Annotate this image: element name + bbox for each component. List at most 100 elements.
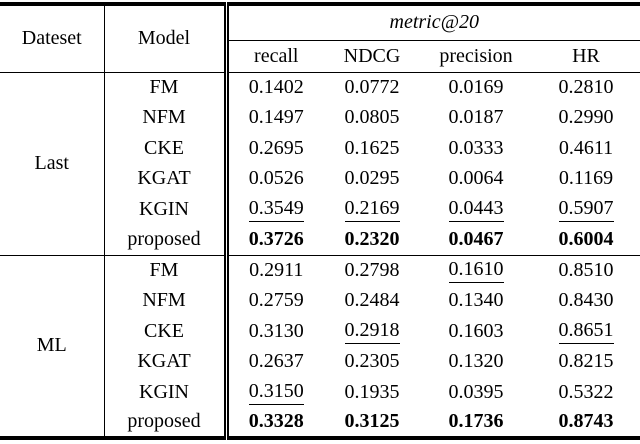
model-cell: proposed	[127, 228, 201, 250]
metric-value: 0.1402	[248, 76, 304, 98]
metric-value: 0.8430	[558, 289, 614, 312]
metric-value-cell: 0.1736	[420, 408, 532, 439]
column-header-dataset: Dateset	[0, 4, 105, 73]
metric-value: 0.0295	[344, 167, 400, 190]
metric-value: 0.2990	[558, 106, 614, 129]
metric-value: 0.8510	[558, 259, 614, 281]
metric-value-cell: 0.0772	[324, 72, 420, 103]
model-cell: KGIN	[139, 380, 189, 403]
metric-value-cell: 0.2320	[324, 225, 420, 256]
metric-value: 0.2484	[344, 289, 400, 312]
metric-value-cell: 0.8510	[532, 254, 640, 286]
metric-value: 0.1736	[448, 410, 504, 433]
model-cell: FM	[104, 254, 226, 286]
metric-value: 0.3328	[248, 410, 304, 433]
metric-value-cell: 0.0187	[420, 103, 532, 134]
table-row: KGIN 0.3549 0.2169 0.0443 0.5907	[0, 194, 640, 225]
table-row: ML FM 0.2911 0.2798 0.1610 0.8510	[0, 254, 640, 438]
metric-value: 0.0395	[448, 380, 504, 403]
dataset-cell: Last	[0, 72, 105, 255]
metric-value: 0.2320	[344, 228, 400, 250]
metric-value-cell: 0.2810	[532, 72, 640, 103]
metric-value: 0.2169	[344, 197, 400, 222]
metric-value: 0.2695	[248, 136, 304, 159]
metric-value: 0.5907	[558, 197, 614, 222]
metric-value-cell: 0.8651	[532, 316, 640, 347]
metric-value-cell: 0.1497	[223, 102, 324, 133]
metric-value: 0.1610	[448, 259, 504, 283]
section-last: Last FM 0.1402 0.0772 0.0169 0.2810 NFM …	[0, 72, 640, 255]
metric-value-cell: 0.0467	[420, 225, 532, 256]
model-cell: CKE	[144, 319, 184, 342]
metric-value-cell: 0.1169	[532, 164, 640, 195]
metric-value-cell: 0.3125	[324, 408, 420, 439]
model-cell: CKE	[144, 136, 184, 159]
metric-value-cell: 0.0333	[420, 133, 532, 164]
metric-value: 0.0772	[344, 76, 400, 98]
metric-value: 0.3150	[248, 380, 304, 405]
metric-value: 0.1625	[344, 136, 400, 159]
metric-value: 0.1320	[448, 350, 504, 373]
metric-value: 0.8743	[558, 410, 614, 433]
column-group-header-metric: metric@20	[223, 4, 640, 41]
metric-value-cell: 0.1610	[420, 254, 532, 286]
metric-value-cell: 0.2484	[324, 286, 420, 317]
metric-value-cell: 0.1340	[420, 286, 532, 317]
metric-value-cell: 0.1603	[420, 316, 532, 347]
metric-value: 0.8215	[558, 350, 614, 373]
metric-value: 0.2637	[248, 350, 304, 373]
metric-value: 0.2305	[344, 350, 400, 373]
metric-value-cell: 0.2169	[324, 194, 420, 225]
metric-value-cell: 0.1402	[223, 72, 324, 103]
metric-value-cell: 0.2798	[324, 254, 420, 286]
metric-value-cell: 0.6004	[532, 225, 640, 256]
metric-value: 0.4611	[558, 136, 614, 159]
model-cell: NFM	[142, 289, 186, 312]
metric-value-cell: 0.2990	[532, 103, 640, 134]
metric-value: 0.3726	[248, 228, 304, 250]
metric-value: 0.2918	[344, 319, 400, 344]
model-cell: KGIN	[139, 197, 189, 220]
metric-value: 0.0169	[448, 76, 504, 98]
metric-value: 0.0526	[248, 167, 304, 190]
metric-value: 0.0064	[448, 167, 504, 190]
metric-value-cell: 0.8743	[532, 408, 640, 439]
metric-value-cell: 0.0295	[324, 164, 420, 195]
section-ml: ML FM 0.2911 0.2798 0.1610 0.8510 NFM 0.…	[0, 254, 640, 439]
metric-value: 0.6004	[558, 228, 614, 250]
column-header-ndcg: NDCG	[324, 40, 420, 73]
metric-value-cell: 0.8430	[532, 286, 640, 317]
metric-value: 0.2810	[558, 76, 614, 98]
table-row: CKE 0.2695 0.1625 0.0333 0.4611	[0, 133, 640, 164]
metric-value: 0.1603	[448, 319, 504, 342]
model-cell: KGAT	[137, 167, 191, 190]
table-row: KGIN 0.3150 0.1935 0.0395 0.5322	[0, 377, 640, 408]
metric-value-cell: 0.4611	[532, 133, 640, 164]
metric-value: 0.2759	[248, 289, 304, 312]
table-row: NFM 0.2759 0.2484 0.1340 0.8430	[0, 285, 640, 317]
metric-value-cell: 0.5907	[532, 194, 640, 225]
metric-value: 0.2798	[344, 259, 400, 281]
metric-value: 0.1340	[448, 289, 504, 312]
table-row: Last FM 0.1402 0.0772 0.0169 0.2810	[0, 72, 640, 255]
column-header-model: Model	[104, 4, 226, 73]
model-cell: proposed	[127, 410, 201, 433]
metric-value-cell: 0.3549	[223, 194, 324, 225]
table-row: NFM 0.1497 0.0805 0.0187 0.2990	[0, 102, 640, 134]
model-cell: FM	[149, 76, 179, 98]
metric-value-cell: 0.2911	[223, 254, 324, 286]
metric-value: 0.0805	[344, 106, 400, 129]
metric-value: 0.1169	[558, 167, 614, 190]
metric-value: 0.5322	[558, 380, 614, 403]
metric-value-cell: 0.3150	[223, 377, 324, 408]
metric-value-cell: 0.0805	[324, 103, 420, 134]
metric-value-cell: 0.3726	[223, 224, 324, 255]
table-row: KGAT 0.2637 0.2305 0.1320 0.8215	[0, 346, 640, 378]
metric-value: 0.0467	[448, 228, 504, 250]
dataset-cell: ML	[0, 254, 105, 438]
metric-value-cell: 0.2305	[324, 347, 420, 378]
metric-value: 0.3130	[248, 319, 304, 342]
model-cell: NFM	[142, 106, 186, 129]
metric-value: 0.1935	[344, 380, 400, 403]
